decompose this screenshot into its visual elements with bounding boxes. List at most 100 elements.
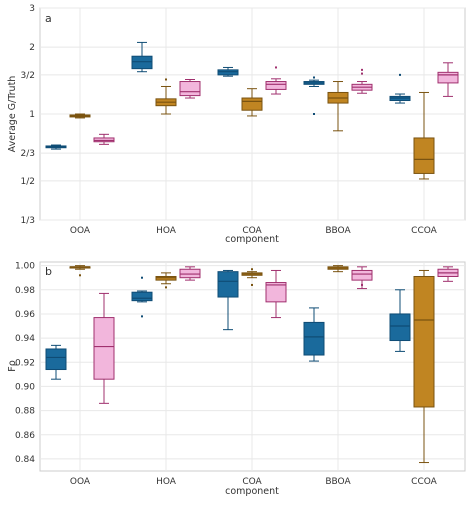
box-body <box>131 55 153 70</box>
box-body <box>413 275 435 408</box>
box-ooa-blue <box>45 144 67 150</box>
box-hoa-blue <box>131 276 153 318</box>
flier-point <box>361 68 363 71</box>
box-body <box>93 317 115 380</box>
ytick-label: 1.00 <box>15 262 35 272</box>
flier-point <box>361 283 363 286</box>
panel-a-xlabel: component <box>225 234 279 245</box>
box-bboa-pink <box>351 266 373 290</box>
box-hoa-blue <box>131 41 153 73</box>
box-ooa-pink <box>93 292 115 404</box>
box-body <box>265 81 287 90</box>
xtick-label: BBOA <box>325 226 351 236</box>
flier-point <box>313 76 315 79</box>
ytick-label: 2/3 <box>21 149 35 159</box>
box-ccoa-pink <box>437 266 459 282</box>
box-bboa-blue <box>303 307 325 362</box>
box-bboa-gold <box>327 81 349 132</box>
flier-point <box>165 78 167 81</box>
box-ccoa-blue <box>389 73 411 104</box>
panel-a-label: a <box>45 12 52 25</box>
ytick-label: 0.94 <box>15 334 35 344</box>
box-hoa-gold <box>155 78 177 115</box>
box-ooa-blue <box>45 344 67 380</box>
box-body <box>351 269 373 281</box>
flier-point <box>79 274 81 277</box>
xtick-label: OOA <box>70 477 91 487</box>
ytick-label: 1/3 <box>21 216 35 226</box>
box-ooa-pink <box>93 133 115 145</box>
flier-point <box>313 112 315 115</box>
box-ooa-gold <box>69 265 91 277</box>
xtick-label: BBOA <box>325 477 351 487</box>
box-coa-blue <box>217 269 239 331</box>
ytick-label: 2 <box>29 43 35 53</box>
flier-point <box>251 268 253 271</box>
panel-a: 1/3 1/2 2/3 1 3/2 2 3 OOA HOA COA BBOA CCOA a comp… <box>7 4 466 245</box>
ytick-label: 0.88 <box>15 407 35 417</box>
box-body <box>45 348 67 371</box>
flier-point <box>141 276 143 279</box>
box-coa-gold <box>241 268 263 286</box>
box-bboa-gold <box>327 265 349 273</box>
box-body <box>265 282 287 303</box>
box-body <box>389 313 411 342</box>
box-coa-blue <box>217 66 239 77</box>
box-ooa-gold <box>69 113 91 119</box>
xtick-label: OOA <box>70 226 91 236</box>
box-hoa-pink <box>179 78 201 99</box>
panel-a-marks <box>45 41 459 180</box>
box-body <box>179 268 201 279</box>
panel-b-xlabel: component <box>225 486 279 497</box>
ytick-label: 0.86 <box>15 431 35 441</box>
ytick-label: 3/2 <box>21 71 35 81</box>
xtick-label: HOA <box>156 477 177 487</box>
box-body <box>217 69 239 76</box>
box-body <box>413 137 435 174</box>
box-ccoa-gold <box>413 91 435 180</box>
ytick-label: 0.98 <box>15 286 35 296</box>
ytick-label: 0.90 <box>15 382 35 392</box>
panel-b-ylabel: Fρ <box>7 360 18 372</box>
flier-point <box>361 72 363 75</box>
box-coa-pink <box>265 269 287 319</box>
xtick-label: COA <box>242 477 262 487</box>
box-body <box>93 137 115 143</box>
box-body <box>437 71 459 84</box>
ytick-label: 1 <box>29 110 35 120</box>
box-coa-gold <box>241 88 263 117</box>
panel-a-ylabel: Average G/Truth <box>7 76 18 153</box>
ytick-label: 0.84 <box>15 455 35 465</box>
ytick-label: 3 <box>29 4 35 14</box>
box-hoa-gold <box>155 272 177 289</box>
ytick-label: 0.92 <box>15 358 35 368</box>
flier-point <box>399 73 401 76</box>
box-coa-pink <box>265 66 287 95</box>
panel-a-ytick-labels: 1/3 1/2 2/3 1 3/2 2 3 <box>21 4 35 226</box>
box-ccoa-pink <box>437 62 459 97</box>
box-bboa-blue <box>303 76 325 115</box>
flier-point <box>165 286 167 289</box>
box-ccoa-blue <box>389 289 411 352</box>
panel-b-ytick-labels: 0.84 0.86 0.88 0.90 0.92 0.94 0.96 0.98 1.00 <box>15 262 35 465</box>
box-bboa-pink <box>351 68 373 94</box>
ytick-label: 1/2 <box>21 177 35 187</box>
panel-b-label: b <box>45 265 52 278</box>
box-hoa-pink <box>179 266 201 281</box>
box-body <box>155 275 177 281</box>
flier-point <box>141 315 143 318</box>
panel-b-xtick-labels: OOA HOA COA BBOA CCOA <box>70 477 438 487</box>
ytick-label: 0.96 <box>15 310 35 320</box>
flier-point <box>251 283 253 286</box>
flier-point <box>275 66 277 69</box>
xtick-label: CCOA <box>411 477 437 487</box>
panel-b: 0.84 0.86 0.88 0.90 0.92 0.94 0.96 0.98 1.00 OOA… <box>7 261 466 497</box>
box-body <box>179 81 201 97</box>
box-body <box>303 321 325 356</box>
box-body <box>131 291 153 302</box>
box-ccoa-gold <box>413 269 435 464</box>
box-body <box>217 271 239 298</box>
xtick-label: COA <box>242 226 262 236</box>
panel-b-marks <box>45 265 459 464</box>
